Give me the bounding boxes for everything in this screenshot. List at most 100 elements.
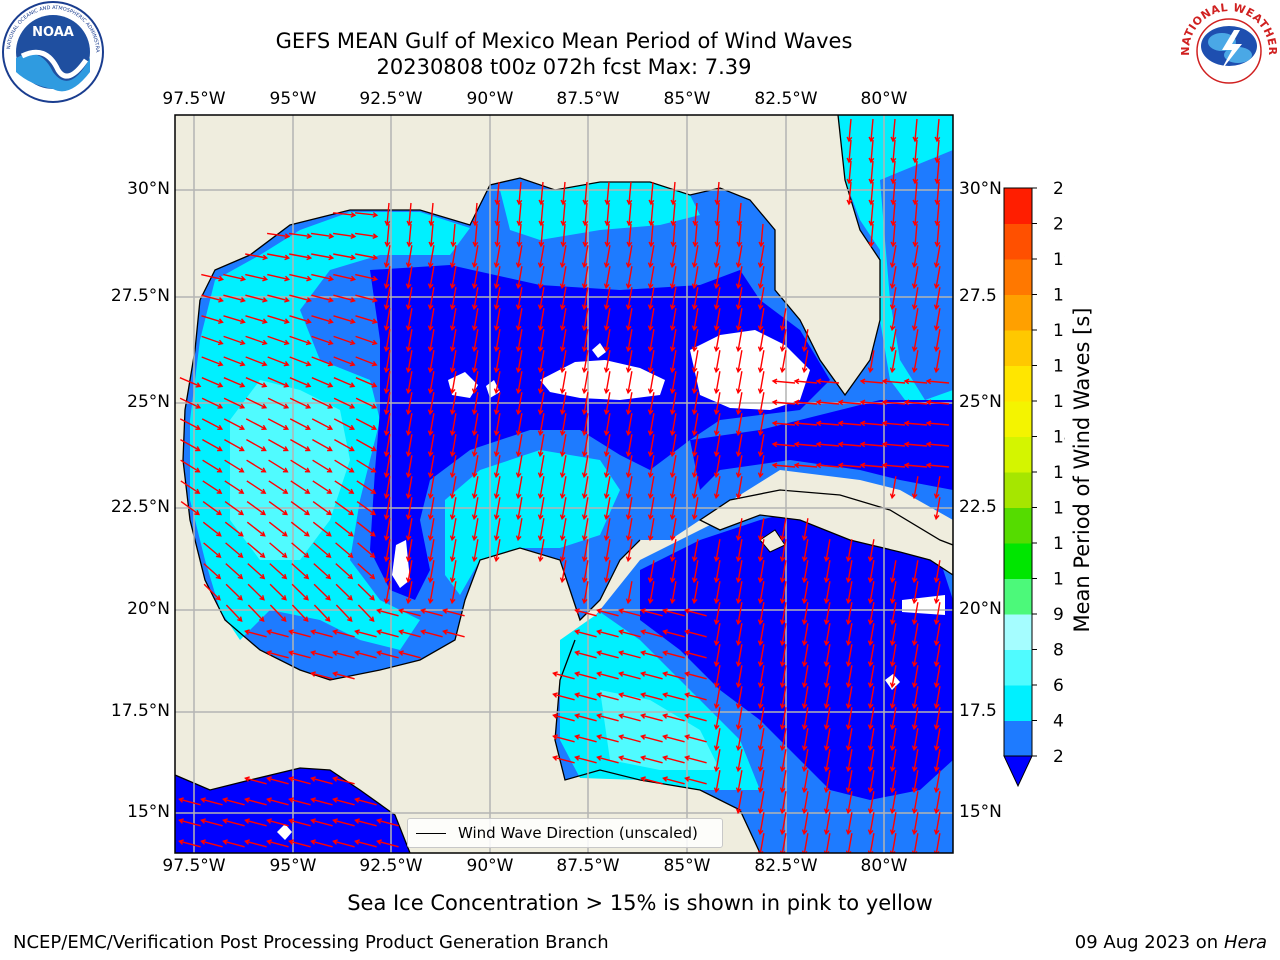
wave-direction-arrow	[355, 253, 379, 261]
wave-direction-arrow	[376, 608, 399, 617]
wave-direction-arrow	[334, 480, 355, 494]
wave-direction-arrow	[889, 329, 897, 353]
wave-direction-arrow	[823, 581, 831, 605]
wave-direction-arrow	[823, 665, 831, 689]
wave-direction-arrow	[333, 418, 356, 430]
wave-direction-arrow	[420, 629, 443, 638]
wave-direction-arrow	[669, 518, 677, 542]
wave-direction-arrow	[268, 480, 289, 494]
wave-direction-arrow	[911, 476, 919, 500]
wave-direction-arrow	[801, 770, 809, 794]
wave-direction-arrow	[405, 392, 413, 416]
wave-direction-arrow	[647, 581, 655, 605]
wave-direction-arrow	[881, 441, 906, 448]
wave-direction-arrow	[859, 462, 884, 469]
wave-direction-arrow	[200, 818, 223, 827]
wave-direction-arrow	[582, 202, 589, 227]
wave-direction-arrow	[779, 644, 787, 668]
lon-label-top-6: 82.5°W	[754, 89, 818, 109]
wave-direction-arrow	[647, 266, 655, 290]
wave-direction-arrow	[559, 560, 567, 584]
wave-direction-arrow	[269, 563, 288, 580]
wave-direction-arrow	[581, 560, 589, 584]
wave-direction-arrow	[793, 399, 818, 406]
wave-direction-arrow	[669, 329, 677, 353]
wave-direction-arrow	[625, 434, 633, 458]
wave-direction-arrow	[735, 686, 743, 710]
wave-direction-arrow	[771, 420, 796, 427]
wave-direction-arrow	[801, 749, 809, 773]
colorbar-tick-label: 15	[1053, 392, 1065, 412]
wave-direction-arrow	[815, 399, 840, 406]
caribbean-deep	[640, 510, 953, 800]
wave-direction-arrow	[383, 581, 391, 605]
wave-direction-arrow	[603, 287, 611, 311]
wave-direction-arrow	[442, 629, 465, 638]
wave-direction-arrow	[427, 329, 435, 353]
colorbar-tick-label: 9	[1053, 605, 1064, 625]
wave-direction-arrow	[691, 392, 699, 416]
wave-direction-arrow	[670, 202, 677, 227]
wave-direction-arrow	[581, 392, 589, 416]
wave-direction-arrow	[581, 581, 589, 605]
wave-direction-arrow	[903, 399, 928, 406]
wave-direction-arrow	[801, 539, 809, 563]
wave-direction-arrow	[845, 770, 853, 794]
wave-direction-arrow	[735, 539, 743, 563]
wave-direction-arrow	[684, 734, 707, 743]
wave-direction-arrow	[559, 350, 567, 374]
wave-direction-arrow	[684, 713, 707, 722]
colorbar: 2 4 6 8 9 10 11 12 13 14 15 16 17 18 19 20 21	[1003, 180, 1065, 788]
wave-direction-arrow	[859, 441, 884, 448]
wave-direction-arrow	[223, 418, 246, 430]
wave-direction-arrow	[713, 623, 721, 647]
wave-direction-arrow	[603, 308, 611, 332]
wave-direction-arrow	[779, 812, 787, 836]
wave-direction-arrow	[310, 797, 333, 806]
wave-direction-arrow	[867, 728, 875, 752]
wave-direction-arrow	[596, 734, 619, 743]
wave-direction-arrow	[289, 273, 313, 282]
wave-direction-arrow	[354, 629, 377, 638]
wave-direction-arrow	[801, 602, 809, 626]
wave-direction-arrow	[332, 818, 355, 827]
wave-direction-arrow	[493, 371, 501, 395]
wave-direction-arrow	[934, 181, 941, 206]
wave-direction-arrow	[735, 707, 743, 731]
wave-direction-arrow	[647, 245, 655, 269]
wave-direction-arrow	[757, 581, 765, 605]
wave-direction-arrow	[933, 287, 941, 311]
lat-label-right-6: 15°N	[959, 802, 1002, 822]
wave-direction-arrow	[581, 455, 589, 479]
wave-direction-arrow	[267, 294, 290, 303]
wave-direction-arrow	[735, 329, 743, 353]
wave-direction-arrow	[912, 160, 919, 185]
wave-direction-arrow	[288, 797, 311, 806]
wave-direction-arrow	[357, 604, 375, 623]
wave-direction-arrow	[889, 266, 897, 290]
wave-direction-arrow	[313, 563, 332, 580]
wave-direction-arrow	[845, 602, 853, 626]
wave-direction-arrow	[911, 329, 919, 353]
wave-direction-arrow	[449, 371, 457, 395]
wave-direction-arrow	[618, 755, 641, 764]
colorbar-segment	[1004, 720, 1032, 757]
white-blob-2	[690, 330, 810, 410]
wave-direction-arrow	[640, 629, 663, 638]
wave-direction-arrow	[933, 308, 941, 332]
wave-direction-arrow	[662, 650, 685, 659]
wave-direction-arrow	[691, 245, 699, 269]
wave-direction-arrow	[713, 749, 721, 773]
wave-direction-arrow	[603, 371, 611, 395]
wave-direction-arrow	[713, 371, 721, 395]
wave-direction-arrow	[515, 329, 523, 353]
wave-direction-arrow	[881, 420, 906, 427]
wave-direction-arrow	[735, 728, 743, 752]
wave-direction-arrow	[471, 455, 479, 479]
wave-direction-arrow	[647, 434, 655, 458]
wave-direction-arrow	[310, 232, 335, 239]
wave-direction-arrow	[934, 118, 941, 143]
wave-direction-arrow	[200, 839, 223, 848]
wave-direction-arrow	[383, 371, 391, 395]
wave-direction-arrow	[245, 356, 268, 367]
